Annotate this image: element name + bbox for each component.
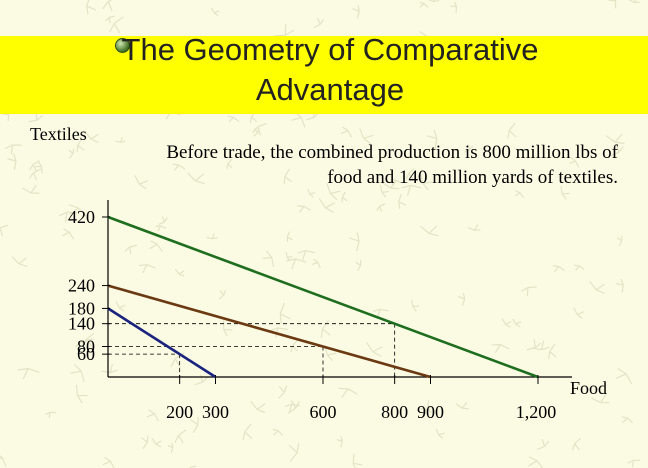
- y-tick-label-4: 240: [68, 276, 95, 296]
- title-band: [0, 36, 648, 114]
- y-tick-label-3: 180: [68, 298, 95, 318]
- page-title: The Geometry of Comparative Advantage: [121, 32, 539, 107]
- x-tick-label-1: 300: [202, 402, 229, 422]
- y-tick-label-2: 140: [68, 314, 95, 334]
- y-tick-label-1: 80: [77, 337, 95, 357]
- x-tick-label-2: 600: [310, 402, 337, 422]
- y-tick-label-5: 420: [68, 207, 95, 227]
- bullet-icon: [115, 38, 130, 53]
- series-line-1: [107, 284, 431, 379]
- x-axis-label: Food: [570, 378, 608, 398]
- x-tick-label-3: 800: [381, 402, 408, 422]
- series-line-2: [107, 215, 539, 379]
- y-tick-label-0: 60: [77, 344, 95, 364]
- series-line-0: [107, 307, 217, 379]
- x-tick-label-5: 1,200: [516, 402, 557, 422]
- x-tick-label-0: 200: [166, 402, 193, 422]
- y-axis-label: Textiles: [30, 124, 87, 144]
- x-tick-label-4: 900: [417, 402, 444, 422]
- chart-annotation: Before trade, the combined production is…: [166, 142, 618, 188]
